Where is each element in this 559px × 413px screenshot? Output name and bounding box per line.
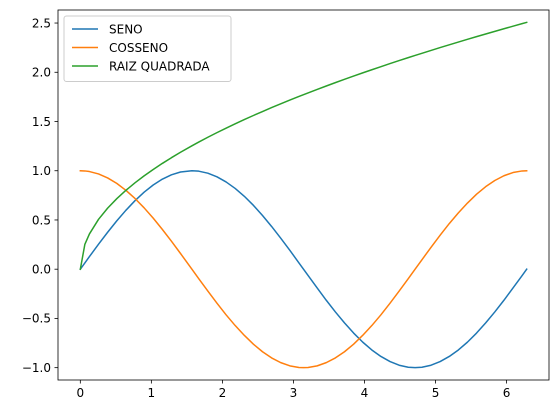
y-tick-label: 1.0 — [32, 164, 51, 178]
y-tick-label: −1.0 — [22, 361, 51, 375]
series-line-1 — [79, 169, 528, 369]
x-tick-label: 4 — [361, 386, 369, 400]
plot-frame — [57, 9, 550, 381]
x-tick-label: 0 — [77, 386, 85, 400]
axes-layer: 0 1 2 3 4 5 6 −1.0 −0.5 0.0 0.5 1.0 1.5 2.0 2.5 — [22, 9, 550, 400]
legend-label-1: COSSENO — [109, 41, 168, 55]
legend-label-2: RAIZ QUADRADA — [109, 59, 210, 73]
x-tick-label: 3 — [290, 386, 298, 400]
y-tick-label: −0.5 — [22, 312, 51, 326]
x-tick-label: 2 — [219, 386, 227, 400]
y-tick-label: 1.5 — [32, 115, 51, 129]
x-tick-label: 5 — [432, 386, 440, 400]
x-tick-label: 1 — [148, 386, 156, 400]
y-tick-label: 0.5 — [32, 213, 51, 227]
y-tick-label: 2.0 — [32, 66, 51, 80]
y-tick-label: 2.5 — [32, 16, 51, 30]
x-tick-label: 6 — [503, 386, 511, 400]
legend-box — [63, 15, 232, 82]
series-line-2 — [79, 21, 528, 271]
legend-label-0: SENO — [109, 22, 143, 36]
legend: SENO COSSENO RAIZ QUADRADA — [63, 15, 232, 82]
y-tick-label: 0.0 — [32, 262, 51, 276]
series-line-0 — [79, 169, 528, 369]
series-layer — [79, 21, 528, 369]
